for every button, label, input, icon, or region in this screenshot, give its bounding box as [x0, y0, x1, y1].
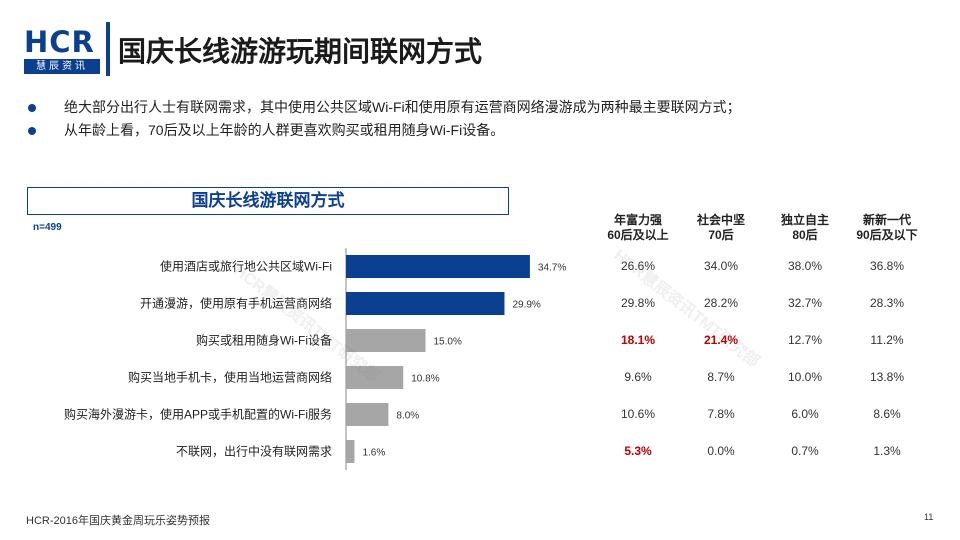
table-column-header: 新新一代 90后及以下 [842, 213, 932, 243]
data-label: 34.7% [538, 263, 566, 274]
column-header-line: 60后及以上 [607, 228, 669, 242]
table-column-header: 独立自主 80后 [760, 213, 850, 243]
table-cell: 28.2% [703, 295, 739, 310]
bullet-item: 从年龄上看，70后及以上年龄的人群更喜欢购买或租用随身Wi-Fi设备。 [28, 119, 928, 142]
column-header-line: 独立自主 [780, 213, 829, 227]
category-label: 购买或租用随身Wi-Fi设备 [196, 333, 332, 348]
footer-source: HCR-2016年国庆黄金周玩乐姿势预报 [26, 515, 210, 527]
category-label: 使用酒店或旅行地公共区域Wi-Fi [160, 259, 332, 274]
table-cell: 11.2% [870, 332, 904, 347]
column-header-line: 新新一代 [862, 213, 911, 227]
table-cell: 18.1% [620, 332, 656, 347]
bar [346, 440, 355, 463]
table-cell: 0.7% [791, 443, 819, 458]
title-accent-bar [106, 22, 110, 76]
data-label: 15.0% [434, 337, 462, 348]
table-cell: 8.7% [707, 369, 735, 384]
sample-size: n=499 [33, 222, 62, 233]
page-number: 11 [924, 512, 934, 522]
column-header-line: 社会中坚 [696, 213, 745, 227]
table-cell: 10.6% [620, 406, 656, 421]
category-label: 开通漫游，使用原有手机运营商网络 [140, 296, 332, 311]
table-column-header: 年富力强 60后及以上 [593, 213, 683, 243]
bullet-dot-icon [28, 127, 36, 135]
table-cell: 5.3% [624, 443, 652, 458]
table-cell: 7.8% [707, 406, 735, 421]
table-column-header: 社会中坚 70后 [676, 213, 766, 243]
page-title: 国庆长线游游玩期间联网方式 [118, 35, 483, 68]
hcr-logo: HCR 慧辰资讯 [24, 28, 100, 76]
table-cell: 29.8% [620, 295, 656, 310]
table-cell: 12.7% [787, 332, 823, 347]
column-header-line: 80后 [792, 228, 818, 242]
logo-text: HCR [24, 25, 95, 59]
bar [346, 329, 426, 352]
bar [346, 403, 389, 426]
bar [346, 366, 404, 389]
bullet-text: 从年龄上看，70后及以上年龄的人群更喜欢购买或租用随身Wi-Fi设备。 [64, 122, 505, 138]
table-cell: 26.6% [620, 258, 656, 273]
bullet-list: 绝大部分出行人士有联网需求，其中使用公共区域Wi-Fi和使用原有运营商网络漫游成… [28, 96, 928, 142]
table-cell: 0.0% [707, 443, 735, 458]
data-label: 10.8% [411, 374, 439, 385]
table-cell: 34.0% [703, 258, 739, 273]
chart-title: 国庆长线游联网方式 [27, 187, 509, 215]
table-cell: 8.6% [873, 406, 901, 421]
table-cell: 38.0% [787, 258, 823, 273]
table-cell: 10.0% [787, 369, 823, 384]
data-label: 1.6% [362, 448, 385, 459]
category-label: 购买海外漫游卡，使用APP或手机配置的Wi-Fi服务 [64, 407, 332, 422]
table-cell: 9.6% [624, 369, 652, 384]
category-label: 不联网，出行中没有联网需求 [176, 444, 332, 459]
table-cell: 13.8% [869, 369, 905, 384]
table-cell: 6.0% [791, 406, 819, 421]
column-header-line: 70后 [708, 228, 734, 242]
bar [346, 255, 530, 278]
category-label: 购买当地手机卡，使用当地运营商网络 [128, 370, 332, 385]
bullet-text: 绝大部分出行人士有联网需求，其中使用公共区域Wi-Fi和使用原有运营商网络漫游成… [64, 99, 741, 115]
table-cell: 36.8% [869, 258, 905, 273]
data-label: 29.9% [512, 300, 540, 311]
bar [346, 292, 505, 315]
table-cell: 21.4% [703, 332, 739, 347]
column-header-line: 年富力强 [613, 213, 662, 227]
table-cell: 32.7% [787, 295, 823, 310]
bullet-dot-icon [28, 104, 36, 112]
table-cell: 1.3% [873, 443, 901, 458]
table-cell: 28.3% [869, 295, 905, 310]
data-label: 8.0% [396, 411, 419, 422]
logo-subtitle: 慧辰资讯 [24, 59, 100, 74]
column-header-line: 90后及以下 [856, 228, 918, 242]
bullet-item: 绝大部分出行人士有联网需求，其中使用公共区域Wi-Fi和使用原有运营商网络漫游成… [28, 96, 928, 119]
